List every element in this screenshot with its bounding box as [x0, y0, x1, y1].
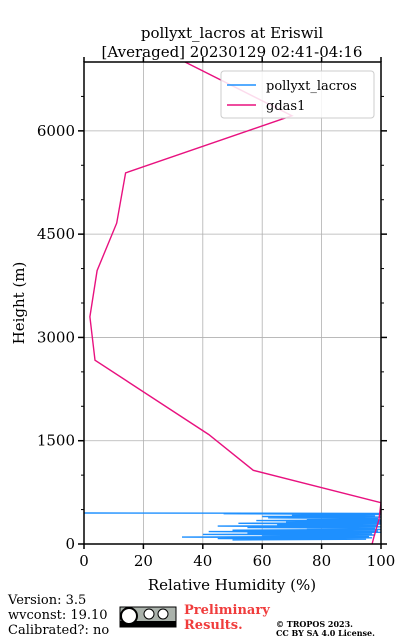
plot-frame [83, 61, 382, 545]
y-axis-label: Height (m) [10, 262, 28, 345]
chart-title: pollyxt_lacros at Eriswil [141, 24, 323, 42]
x-tick-label: 100 [367, 552, 396, 570]
legend-label: gdas1 [266, 99, 305, 114]
legend-label: pollyxt_lacros [266, 79, 357, 94]
x-tick-label: 60 [253, 552, 272, 570]
y-tick-label: 4500 [37, 225, 75, 243]
copyright: © TROPOS 2023. [276, 619, 353, 629]
footer-calibrated: Calibrated?: no [8, 623, 109, 638]
x-tick-label: 80 [312, 552, 331, 570]
x-axis-label: Relative Humidity (%) [148, 576, 316, 594]
cc-logo [119, 606, 177, 628]
footer-version: Version: 3.5 [7, 593, 86, 608]
legend: pollyxt_lacros gdas1 [220, 70, 375, 119]
x-tick-label: 40 [193, 552, 212, 570]
license: CC BY SA 4.0 License. [276, 628, 375, 638]
x-tick-label: 0 [79, 552, 89, 570]
data-line [89, 62, 381, 544]
y-tick-label: 0 [65, 535, 75, 553]
plot-lines [84, 62, 381, 544]
y-tick-label: 3000 [37, 328, 75, 346]
y-tick-label: 6000 [37, 122, 75, 140]
x-tick-label: 20 [134, 552, 153, 570]
chart-subtitle: [Averaged] 20230129 02:41-04:16 [102, 43, 363, 61]
footer-wvconst: wvconst: 19.10 [8, 608, 108, 623]
y-tick-label: 1500 [37, 432, 75, 450]
data-line [84, 512, 381, 541]
footer: Version: 3.5 wvconst: 19.10 Calibrated?:… [7, 593, 375, 638]
preliminary-label: Results. [184, 618, 243, 633]
legend-box [220, 70, 375, 119]
preliminary-label: Preliminary [184, 603, 270, 618]
